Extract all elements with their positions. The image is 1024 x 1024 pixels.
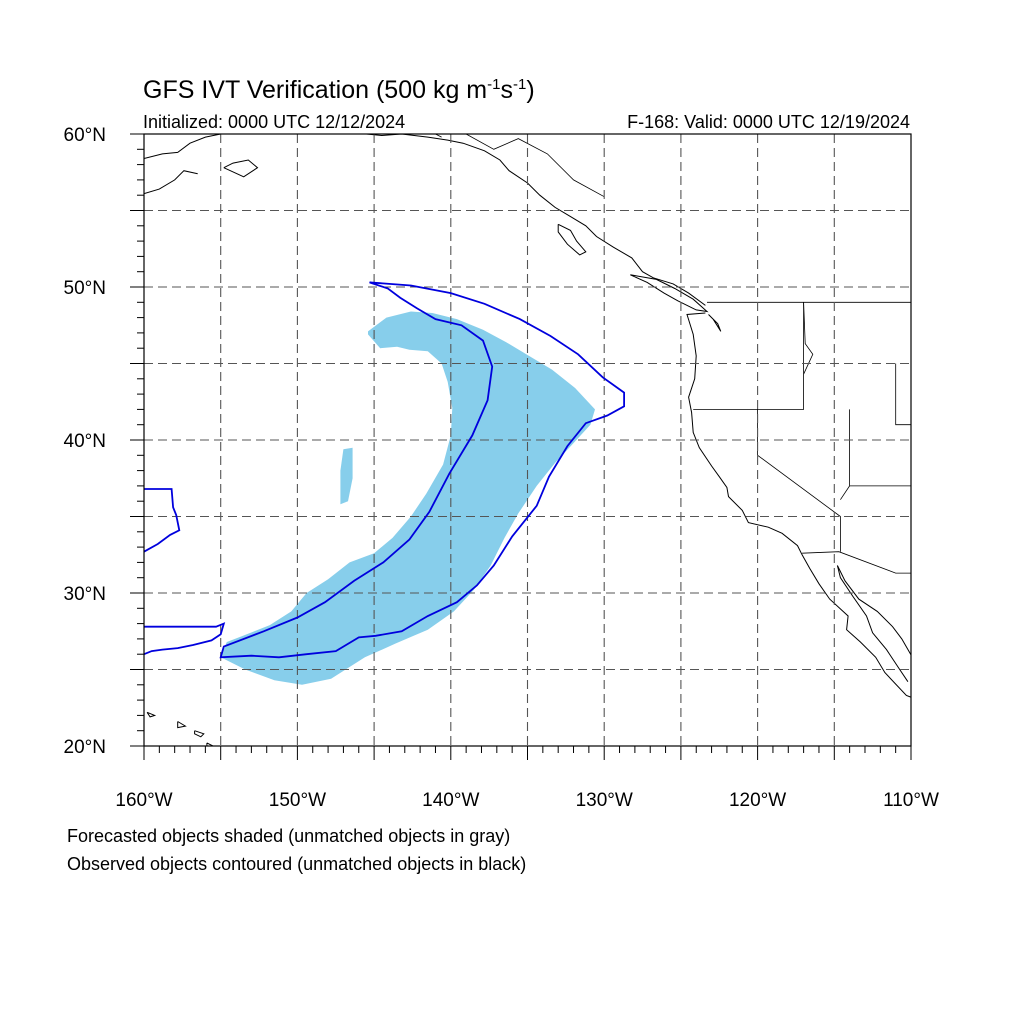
- lat-tick-label: 30°N: [64, 584, 106, 605]
- observed-object-fragment: [144, 622, 226, 656]
- map-plot-area: [130, 133, 912, 760]
- coastline-segment: [223, 159, 259, 178]
- coastline-segment: [177, 721, 187, 729]
- forecast-object-shade: [220, 311, 595, 685]
- coastline-segment: [708, 314, 722, 332]
- lat-tick-label: 50°N: [64, 278, 106, 299]
- boundary-line: [802, 551, 911, 574]
- initialized-label: Initialized: 0000 UTC 12/12/2024: [143, 112, 405, 132]
- forecast-object-fragment: [340, 447, 353, 505]
- coastline-segment: [194, 730, 205, 738]
- note-observed: Observed objects contoured (unmatched ob…: [67, 854, 526, 874]
- valid-label: F-168: Valid: 0000 UTC 12/19/2024: [627, 112, 910, 132]
- lon-tick-labels: 160°W 150°W 140°W 130°W 120°W 110°W: [115, 790, 939, 811]
- observed-object-layer: [144, 281, 625, 659]
- coastline-segment: [557, 223, 587, 256]
- lat-tick-label: 60°N: [64, 125, 106, 146]
- lon-tick-label: 140°W: [422, 790, 479, 811]
- lon-tick-label: 120°W: [729, 790, 786, 811]
- lon-tick-label: 150°W: [269, 790, 326, 811]
- lon-tick-label: 160°W: [115, 790, 172, 811]
- coastline-segment: [686, 312, 911, 698]
- chart-title: GFS IVT Verification (500 kg m-1s-1): [143, 76, 535, 104]
- observed-object-contour: [219, 281, 625, 659]
- map-border: [143, 133, 912, 747]
- coastline-segment: [836, 565, 909, 682]
- grid-lines: [144, 134, 911, 746]
- lon-tick-label: 130°W: [576, 790, 633, 811]
- boundary-line: [895, 363, 911, 426]
- coastline-layer: [144, 134, 911, 746]
- lon-tick-label: 110°W: [883, 790, 939, 811]
- boundary-line: [693, 302, 804, 410]
- lat-tick-label: 20°N: [64, 737, 106, 758]
- coastline-segment: [144, 170, 198, 195]
- coastline-segment: [146, 711, 157, 718]
- coastline-segment: [366, 134, 706, 306]
- coastline-segment: [630, 274, 709, 313]
- coastline-segment: [836, 565, 911, 656]
- lat-tick-label: 40°N: [64, 431, 106, 452]
- note-forecast: Forecasted objects shaded (unmatched obj…: [67, 826, 510, 846]
- boundary-line: [803, 302, 814, 375]
- boundary-line: [465, 134, 605, 198]
- observed-object-fragment: [144, 488, 181, 553]
- axis-ticks: [130, 133, 912, 760]
- forecast-object-layer: [220, 311, 595, 685]
- coastline-segment: [144, 134, 221, 159]
- lat-tick-labels: 60°N 50°N 40°N 30°N 20°N: [64, 125, 106, 758]
